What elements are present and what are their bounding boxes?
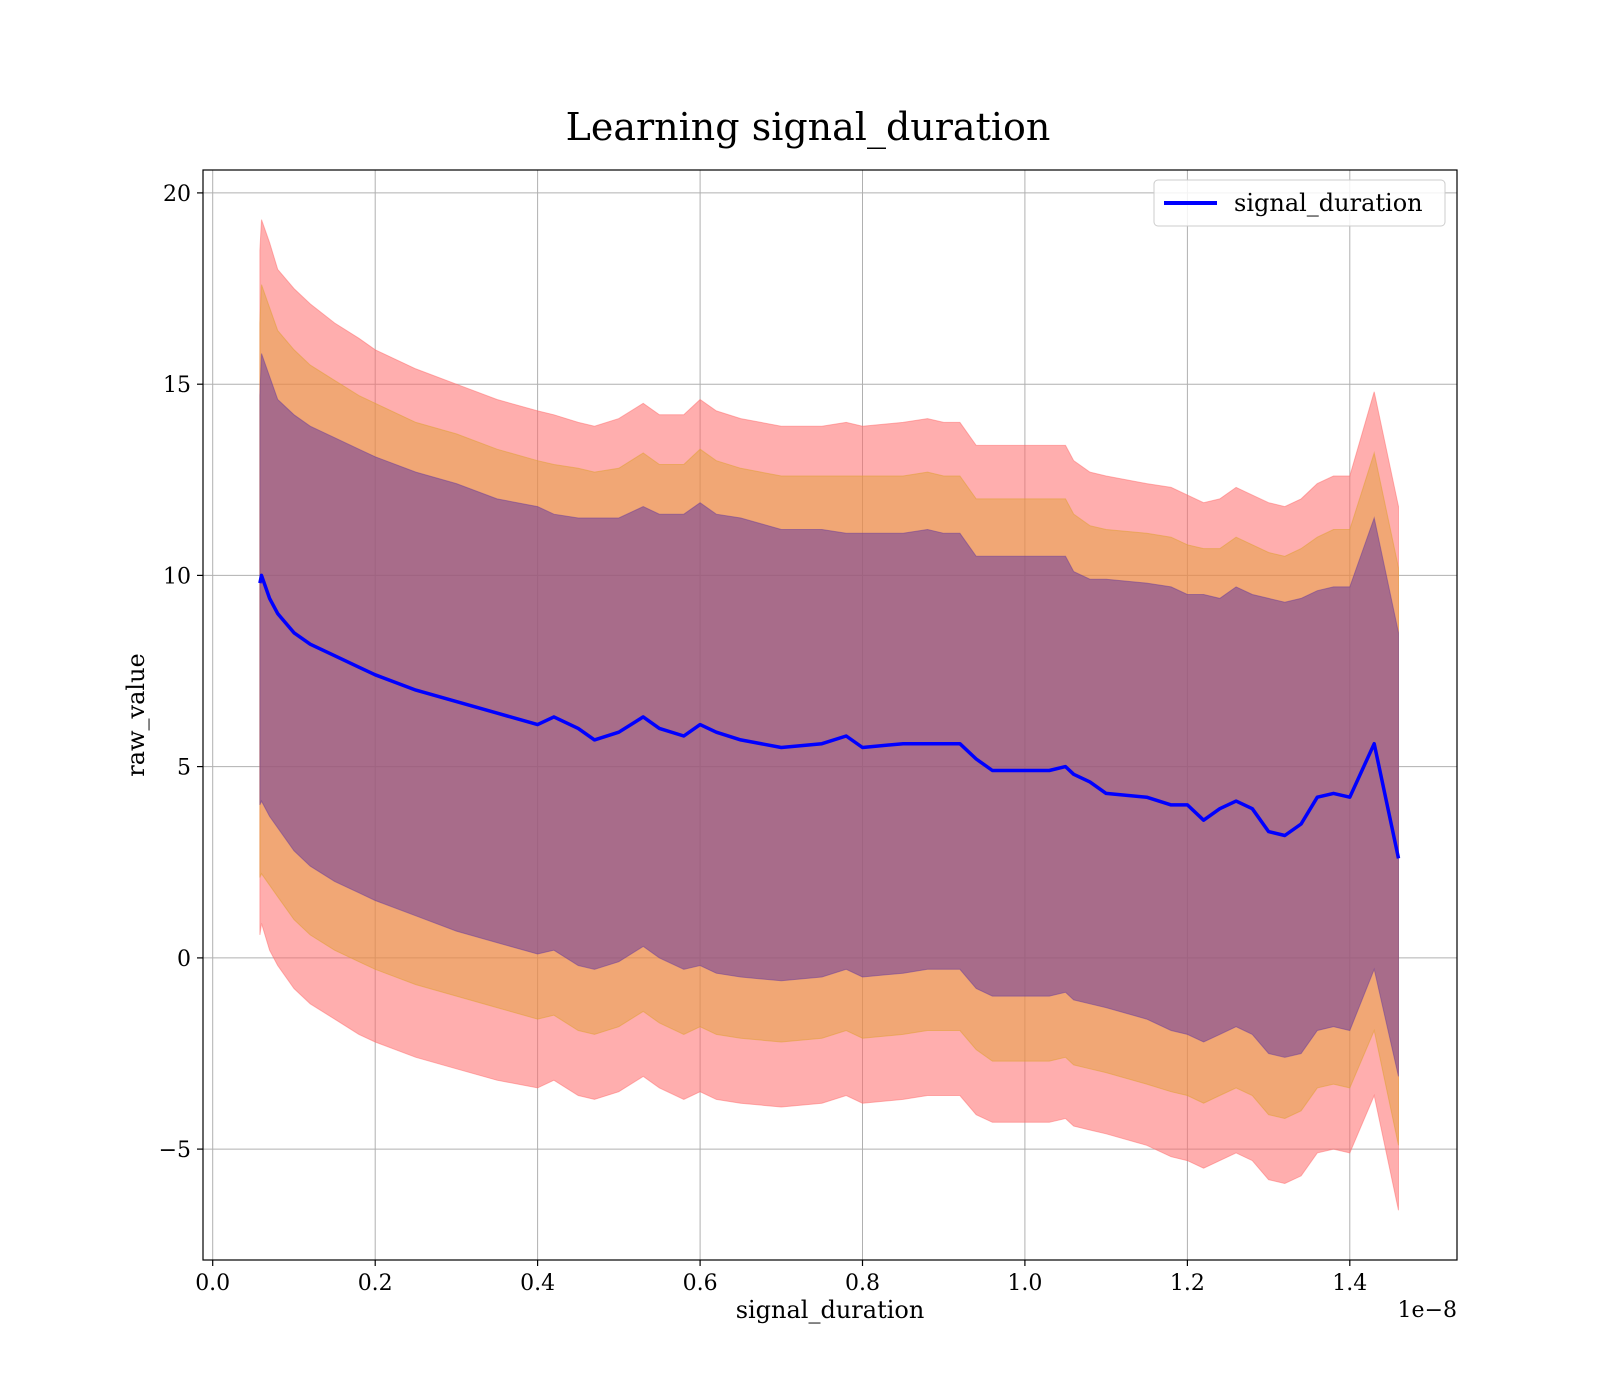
y-tick-label: 0 [177, 947, 191, 972]
x-tick-label: 1.4 [1332, 1271, 1367, 1296]
series-line [258, 573, 1401, 859]
series-lines [258, 573, 1401, 859]
y-tick-label: 10 [163, 564, 191, 589]
y-tick-label: 15 [163, 373, 191, 398]
plot-frame [202, 169, 1458, 1261]
x-axis-offset-label: 1e−8 [1398, 1298, 1457, 1323]
legend-box [1153, 179, 1446, 227]
y-axis-label: raw_value [122, 653, 150, 777]
x-tick-label: 0.2 [358, 1271, 393, 1296]
x-tick-label: 1.2 [1170, 1271, 1205, 1296]
confidence-bands [259, 219, 1399, 1211]
y-tick-label: 5 [177, 756, 191, 781]
legend: signal_duration [1153, 179, 1446, 227]
x-tick-label: 0.8 [845, 1271, 880, 1296]
x-tick-label: 1.0 [1007, 1271, 1042, 1296]
x-tick-label: 0.6 [683, 1271, 718, 1296]
x-axis-label: signal_duration [736, 1296, 925, 1324]
x-tick-label: 0.0 [195, 1271, 230, 1296]
chart-title: Learning signal_duration [566, 105, 1051, 150]
y-tick-label: 20 [163, 182, 191, 207]
ticks: 0.0 0.2 0.4 0.6 0.8 1.0 1.2 1.4 −5 0 5 10 15 20 [159, 182, 1368, 1296]
band-1sd [259, 353, 1399, 1077]
legend-label: signal_duration [1234, 189, 1423, 217]
x-tick-label: 0.4 [520, 1271, 555, 1296]
y-tick-label: −5 [159, 1138, 191, 1163]
